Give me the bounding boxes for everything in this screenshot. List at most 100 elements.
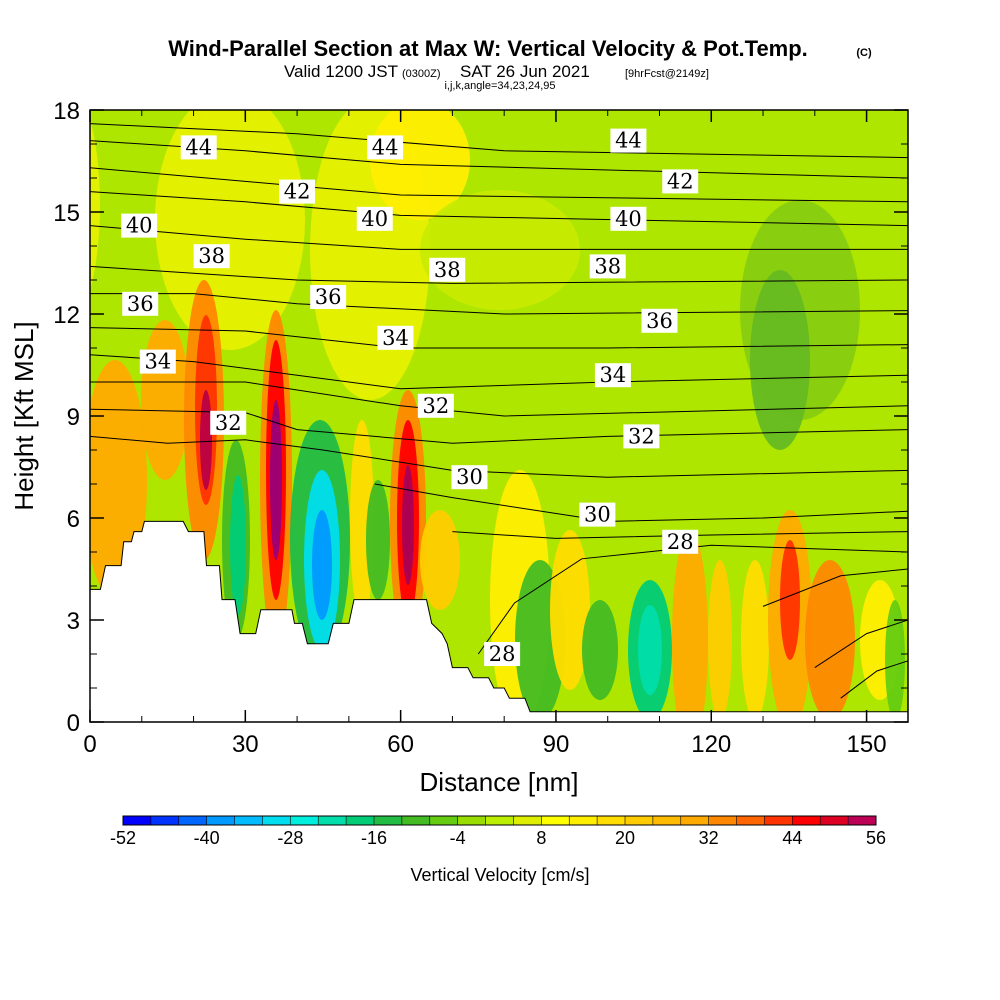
contour-label: 32	[417, 393, 454, 418]
colorbar-swatch	[346, 816, 374, 825]
velocity-cell	[638, 605, 662, 695]
y-tick-label: 18	[53, 98, 80, 125]
contour-label: 34	[594, 363, 631, 388]
y-tick-label: 12	[53, 302, 80, 329]
velocity-cell	[750, 270, 810, 450]
velocity-cell	[885, 600, 905, 720]
isentrope-line	[477, 544, 908, 655]
velocity-cell	[805, 560, 855, 720]
y-tick-label: 6	[67, 506, 80, 533]
velocity-cell	[672, 530, 708, 722]
contour-label: 30	[579, 503, 616, 527]
contour-label: 38	[193, 244, 230, 269]
colorbar-label: -28	[277, 828, 303, 848]
colorbar-swatch	[625, 816, 653, 825]
contour-label-text: 28	[667, 530, 694, 554]
colorbar-swatch	[123, 816, 151, 825]
colorbar-swatch	[680, 816, 709, 825]
plot-area: 44 44 44 42 42 40 40 40 38 38 38 36 36 36 34 34 34 32 32 32…	[90, 110, 908, 722]
velocity-cell	[741, 560, 769, 720]
isentrope-line	[840, 660, 908, 699]
grid-indices: i,j,k,angle=34,23,24,95	[444, 80, 555, 92]
valid-line: Valid 1200 JST (0300Z) SAT 26 Jun 2021 […	[284, 62, 709, 81]
isentrope-line	[90, 191, 908, 227]
velocity-cell	[200, 390, 212, 490]
contour-label-text: 30	[456, 465, 483, 489]
contour-label: 30	[451, 465, 488, 490]
forecast-info: [9hrFcst@2149z]	[625, 68, 709, 80]
colorbar-label: 20	[615, 828, 635, 848]
velocity-cell	[270, 400, 282, 560]
chart-title: Wind-Parallel Section at Max W: Vertical…	[168, 36, 808, 61]
colorbar-swatch	[708, 816, 737, 825]
contour-label-text: 32	[215, 411, 242, 435]
contour-label-text: 42	[667, 169, 694, 193]
y-axis-title: Height [Kft MSL]	[9, 321, 39, 510]
y-tick-label: 0	[67, 710, 80, 737]
contour-label-text: 40	[361, 207, 388, 231]
colorbar-swatch	[736, 816, 765, 825]
colorbar-swatch	[374, 816, 402, 825]
contour-label-text: 38	[594, 254, 621, 278]
colorbar-swatch	[792, 816, 821, 825]
contour-label: 44	[610, 128, 647, 153]
contour-label-text: 40	[615, 207, 642, 231]
colorbar-label: -40	[194, 828, 220, 848]
colorbar-label: 8	[536, 828, 546, 848]
colorbar-swatch	[764, 816, 793, 825]
contour-label-text: 28	[489, 642, 516, 666]
velocity-cell	[550, 530, 590, 690]
velocity-shading	[90, 110, 905, 722]
contour-label-text: 34	[144, 350, 171, 374]
contour-label-text: 44	[615, 129, 642, 153]
contour-label-text: 36	[127, 292, 154, 316]
valid-prefix: Valid 1200 JST	[284, 62, 398, 81]
contour-label: 42	[662, 169, 699, 194]
colorbar-swatch	[401, 816, 430, 825]
velocity-cell	[90, 119, 100, 291]
colorbar-swatch	[290, 816, 319, 825]
velocity-cell	[402, 465, 414, 585]
colorbar-swatch	[848, 816, 876, 825]
colorbar-swatch	[485, 816, 514, 825]
colorbar-swatch	[178, 816, 207, 825]
contour-label: 32	[623, 424, 660, 449]
colorbar-swatch	[150, 816, 179, 825]
y-tick-label: 15	[53, 200, 80, 227]
colorbar-swatch	[569, 816, 598, 825]
terrain	[90, 520, 908, 722]
colorbar-swatch	[457, 816, 486, 825]
colorbar-swatch	[206, 816, 235, 825]
isentrope-line	[90, 225, 908, 250]
colorbar-label: 32	[699, 828, 719, 848]
colorbar-swatch	[262, 816, 291, 825]
contour-label-text: 34	[382, 326, 409, 350]
x-tick-label: 60	[387, 731, 414, 758]
colorbar-swatch	[820, 816, 849, 825]
colorbar-swatch	[513, 816, 542, 825]
colorbar-label: -4	[450, 828, 466, 848]
contour-label-text: 42	[284, 180, 311, 204]
velocity-cell	[366, 480, 390, 600]
contour-label-text: 38	[434, 258, 461, 282]
colorbar-label: -52	[110, 828, 136, 848]
velocity-cell	[708, 560, 732, 720]
x-tick-label: 150	[847, 731, 887, 758]
x-tick-label: 30	[232, 731, 259, 758]
isentrope-line	[762, 568, 908, 607]
contour-label-text: 34	[600, 363, 627, 387]
colorbar-swatch	[541, 816, 570, 825]
contour-label-text: 36	[646, 309, 673, 333]
colorbar-label: -16	[361, 828, 387, 848]
velocity-cell	[582, 600, 618, 700]
colorbar-swatch	[597, 816, 625, 825]
colorbar-swatch	[429, 816, 458, 825]
isentrope-line	[90, 265, 908, 284]
contour-label: 40	[356, 206, 393, 231]
colorbar-label: 44	[782, 828, 802, 848]
isentrope-line	[452, 531, 908, 539]
x-tick-label: 0	[83, 731, 96, 758]
contour-label: 40	[610, 206, 647, 231]
